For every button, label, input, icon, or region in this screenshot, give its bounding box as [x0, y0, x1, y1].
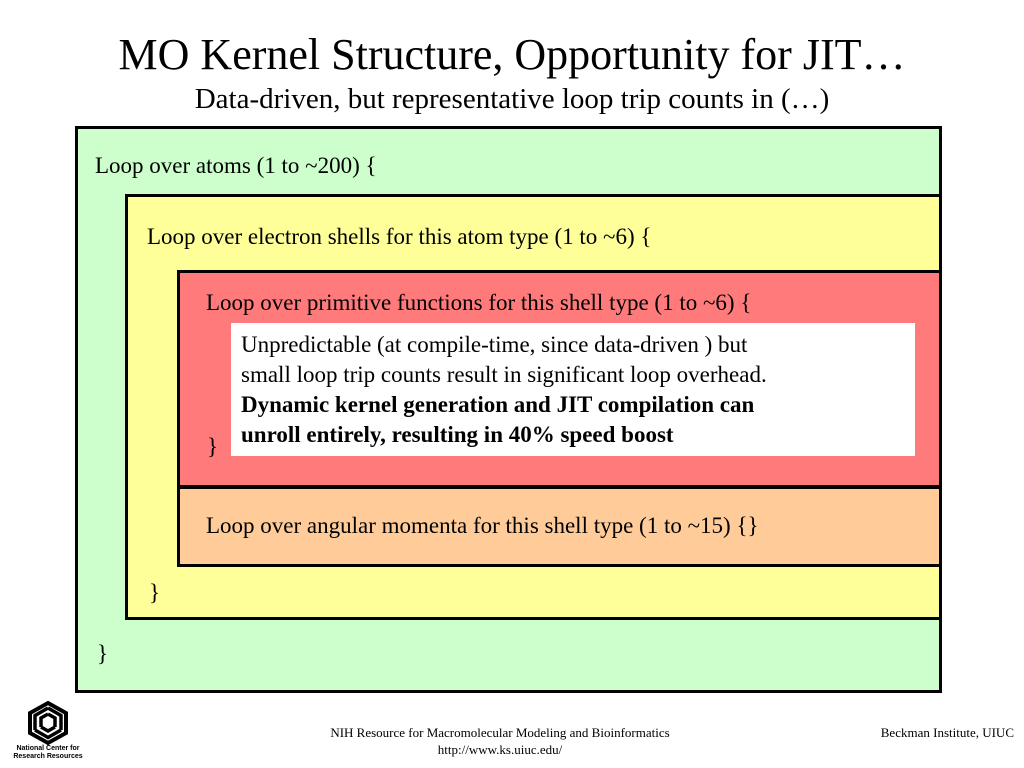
logo-caption-line-2: Research Resources [13, 753, 83, 760]
loop-primitives-close: } [207, 434, 219, 459]
loop-primitives-label: Loop over primitive functions for this s… [206, 290, 752, 315]
jit-note-line-4: unroll entirely, resulting in 40% speed … [241, 422, 674, 447]
jit-note-line-2: small loop trip counts result in signifi… [241, 362, 767, 387]
loop-shells-label: Loop over electron shells for this atom … [147, 224, 652, 249]
jit-note-line-3: Dynamic kernel generation and JIT compil… [241, 392, 755, 417]
logo-caption-line-1: National Center for [16, 745, 80, 752]
logo-caption: National Center for Research Resources [10, 745, 86, 761]
slide-subtitle: Data-driven, but representative loop tri… [194, 83, 830, 115]
loop-shells-close: } [149, 580, 161, 605]
jit-note: Unpredictable (at compile-time, since da… [231, 323, 915, 456]
footer-institution: Beckman Institute, UIUC [880, 725, 1014, 740]
loop-atoms-close: } [97, 641, 109, 666]
footer-url: http://www.ks.uiuc.edu/ [437, 742, 563, 757]
loop-angular-label: Loop over angular momenta for this shell… [206, 513, 759, 538]
slide-title: MO Kernel Structure, Opportunity for JIT… [118, 30, 906, 79]
jit-note-line-1: Unpredictable (at compile-time, since da… [241, 332, 748, 357]
ncrr-logo-icon [28, 700, 68, 746]
loop-angular-box [177, 486, 942, 567]
ncrr-logo: National Center for Research Resources [10, 700, 86, 764]
footer-center: NIH Resource for Macromolecular Modeling… [250, 724, 750, 758]
loop-atoms-label: Loop over atoms (1 to ~200) { [95, 153, 377, 178]
footer-org: NIH Resource for Macromolecular Modeling… [330, 725, 670, 740]
